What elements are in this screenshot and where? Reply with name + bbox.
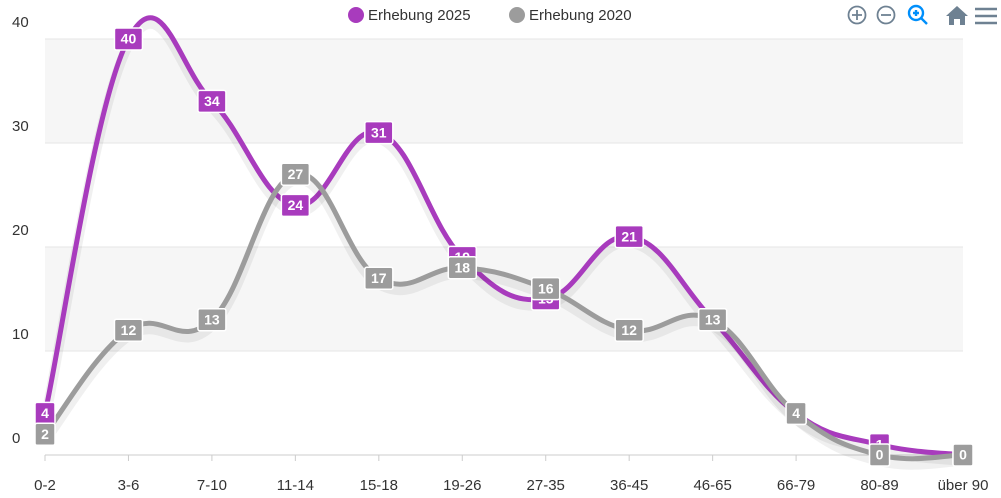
data-label-box xyxy=(113,27,144,51)
legend: Erhebung 2025 Erhebung 2020 xyxy=(348,7,632,24)
y-tick-label: 40 xyxy=(12,14,29,31)
y-tick-label: 20 xyxy=(12,222,29,239)
legend-label: Erhebung 2025 xyxy=(368,7,471,24)
data-label-box xyxy=(952,443,974,467)
zoom-in-button[interactable] xyxy=(847,5,867,25)
data-label: 21 xyxy=(621,228,637,244)
reset-button[interactable] xyxy=(946,6,968,25)
y-tick-label: 30 xyxy=(12,118,29,135)
data-label-box xyxy=(697,308,728,332)
data-label-box xyxy=(113,318,144,342)
x-tick-label: 36-45 xyxy=(610,477,648,494)
data-label-box xyxy=(868,443,891,467)
zoom-select-button[interactable] xyxy=(907,4,928,25)
data-label-box xyxy=(614,318,644,342)
data-label: 16 xyxy=(538,280,554,296)
data-label: 18 xyxy=(454,260,470,276)
legend-label: Erhebung 2020 xyxy=(529,7,632,24)
data-label: 12 xyxy=(121,322,137,338)
legend-marker xyxy=(509,7,525,23)
data-label: 27 xyxy=(288,166,304,182)
data-label-box xyxy=(447,256,478,280)
legend-marker xyxy=(348,7,364,23)
x-tick-label: über 90 xyxy=(938,477,989,494)
data-label-box xyxy=(785,401,807,426)
grid-band xyxy=(45,247,963,351)
data-label-box xyxy=(364,120,394,145)
x-tick-label: 66-79 xyxy=(777,477,815,494)
data-label-box xyxy=(614,224,644,249)
x-tick-label: 11-14 xyxy=(277,477,314,494)
labels: 4403424311915211341021213271718161213400 xyxy=(34,27,974,467)
data-label: 0 xyxy=(959,447,967,463)
data-label: 17 xyxy=(371,270,387,286)
data-label: 4 xyxy=(792,405,800,421)
data-label: 13 xyxy=(705,312,721,328)
data-label-box xyxy=(530,276,561,301)
data-label-box xyxy=(364,266,394,290)
data-label-box xyxy=(280,162,311,186)
y-tick-label: 10 xyxy=(12,326,29,343)
x-tick-label: 80-89 xyxy=(860,477,898,494)
data-label: 40 xyxy=(121,31,137,47)
data-label-box xyxy=(197,89,227,114)
y-tick-label: 0 xyxy=(12,430,20,447)
x-tick-label: 7-10 xyxy=(197,477,227,494)
zoom-out-button[interactable] xyxy=(876,5,896,25)
menu-button[interactable] xyxy=(975,7,997,25)
x-tick-label: 27-35 xyxy=(527,477,565,494)
bands xyxy=(45,39,963,351)
x-tick-label: 0-2 xyxy=(34,477,56,494)
data-label: 4 xyxy=(41,405,49,421)
data-label: 24 xyxy=(288,197,304,213)
data-label-box xyxy=(197,308,227,332)
data-label: 34 xyxy=(204,93,220,109)
data-label-box xyxy=(34,422,56,446)
x-tick-label: 19-26 xyxy=(443,477,481,494)
data-label: 31 xyxy=(371,124,387,140)
data-label: 12 xyxy=(621,322,637,338)
data-label-box xyxy=(280,193,311,218)
x-tick-label: 3-6 xyxy=(118,477,140,494)
toolbar xyxy=(847,4,997,25)
x-tick-label: 46-65 xyxy=(693,477,731,494)
data-label: 13 xyxy=(204,312,220,328)
data-label: 2 xyxy=(41,426,49,442)
data-label: 0 xyxy=(876,447,884,463)
x-tick-label: 15-18 xyxy=(360,477,398,494)
